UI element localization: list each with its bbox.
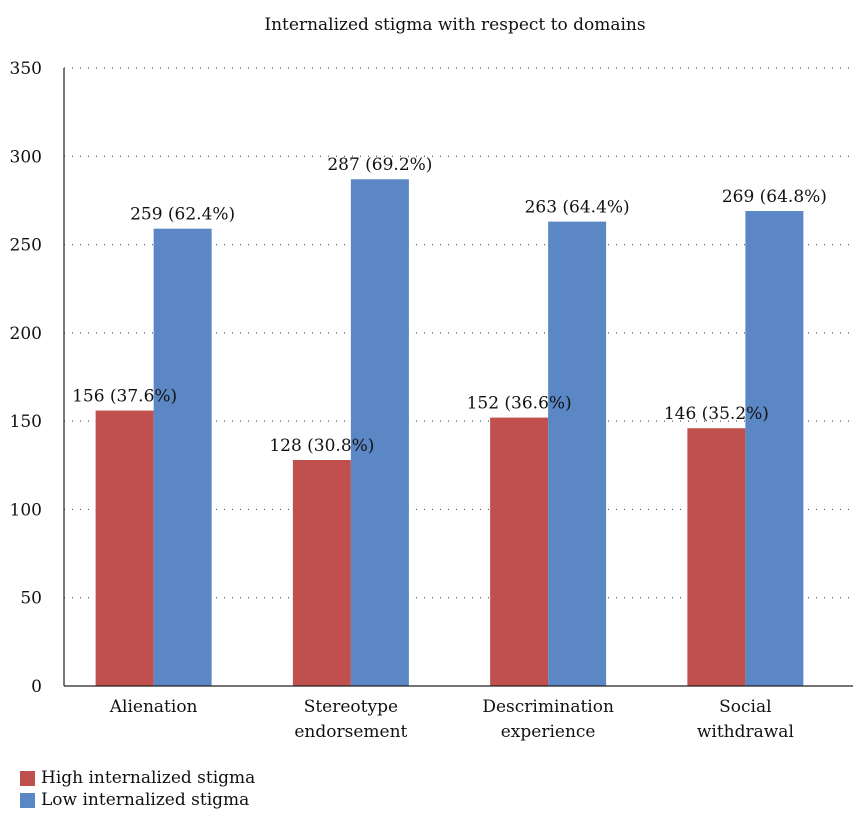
data-label-low: 259 (62.4%)	[130, 205, 235, 225]
bar-low	[548, 221, 607, 687]
y-tick-label: 350	[10, 59, 42, 79]
bar-low	[350, 179, 409, 687]
bar-high	[687, 428, 746, 686]
data-label-high: 152 (36.6%)	[467, 394, 572, 414]
bar-chart: Internalized stigma with respect to doma…	[10, 15, 853, 742]
y-tick-label: 250	[10, 236, 42, 256]
data-label-high: 156 (37.6%)	[72, 387, 177, 407]
data-labels: 156 (37.6%) 259 (62.4%) 128 (30.8%) 287 (69…	[72, 155, 827, 456]
x-tick-label: endorsement	[294, 722, 407, 742]
legend-item-low: Low internalized stigma	[20, 789, 255, 811]
legend-label-high: High internalized stigma	[41, 768, 256, 788]
bar-high	[95, 410, 154, 686]
chart-title: Internalized stigma with respect to doma…	[264, 15, 645, 35]
y-axis-ticks: 0 50 100 150 200 250 300 350	[10, 59, 42, 697]
bar-low	[745, 211, 804, 686]
data-label-high: 128 (30.8%)	[269, 436, 374, 456]
data-label-low: 263 (64.4%)	[525, 198, 630, 218]
y-tick-label: 0	[31, 677, 42, 697]
bar-high	[292, 459, 351, 686]
y-tick-label: 200	[10, 324, 42, 344]
bars	[95, 179, 804, 687]
x-tick-label: withdrawal	[697, 722, 794, 742]
legend-swatch-low	[20, 792, 35, 808]
legend-swatch-high	[20, 770, 35, 786]
data-label-low: 269 (64.8%)	[722, 187, 827, 207]
legend-item-high: High internalized stigma	[20, 767, 255, 789]
legend-label-low: Low internalized stigma	[41, 790, 250, 810]
data-label-low: 287 (69.2%)	[327, 155, 432, 175]
x-tick-label: Alienation	[109, 697, 198, 717]
y-tick-label: 50	[20, 589, 42, 609]
x-tick-label: Descrimination	[482, 697, 614, 717]
y-tick-label: 100	[10, 500, 42, 520]
y-tick-label: 300	[10, 147, 42, 167]
bar-high	[490, 417, 549, 686]
y-tick-label: 150	[10, 412, 42, 432]
data-label-high: 146 (35.2%)	[664, 404, 769, 424]
x-axis-ticks: Alienation Stereotype endorsement Descrimin…	[109, 697, 794, 742]
legend: High internalized stigma Low internalize…	[20, 767, 255, 811]
x-tick-label: Stereotype	[304, 697, 398, 717]
x-tick-label: Social	[719, 697, 771, 717]
bar-low	[153, 228, 212, 686]
x-tick-label: experience	[501, 722, 596, 742]
